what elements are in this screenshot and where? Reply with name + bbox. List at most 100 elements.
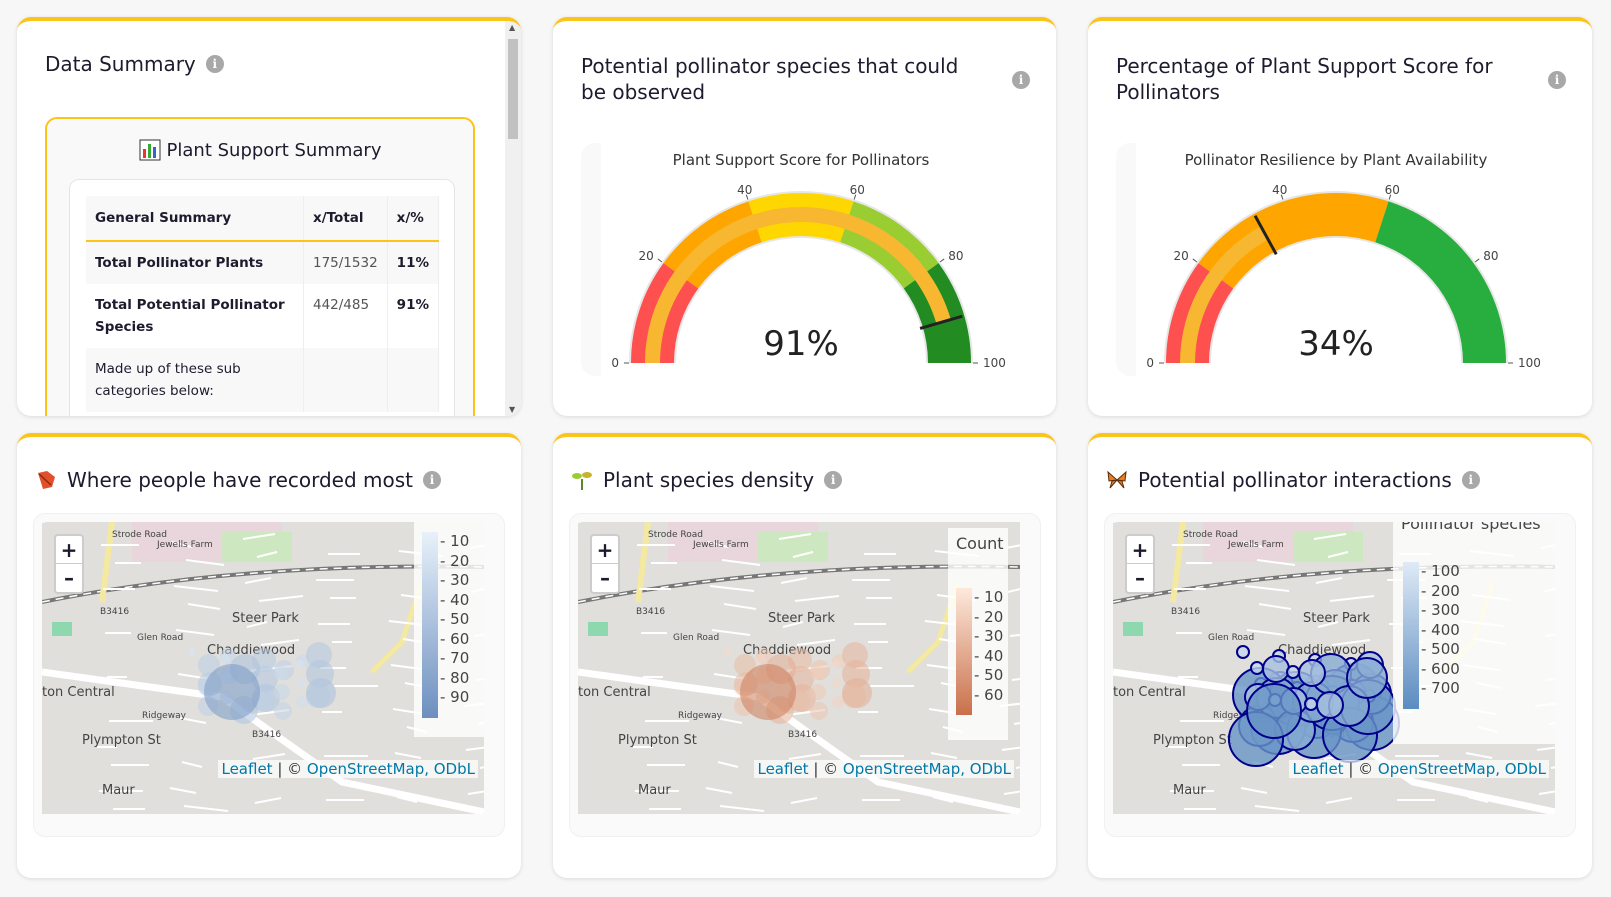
map-place-label: Steer Park: [768, 611, 835, 626]
info-icon[interactable]: i: [824, 471, 843, 489]
map-marker[interactable]: [296, 678, 306, 688]
map-marker[interactable]: [842, 684, 866, 708]
gauge-title: Pollinator Resilience by Plant Availabil…: [1185, 151, 1488, 169]
map-marker[interactable]: [842, 660, 870, 688]
legend-tick: - 10: [440, 532, 470, 550]
map-place-label: Strode Road: [112, 530, 167, 540]
tick-mark: [745, 194, 749, 200]
zoom-control: + –: [590, 534, 620, 594]
info-icon[interactable]: i: [1548, 71, 1566, 89]
zoom-in-button[interactable]: +: [56, 536, 82, 564]
map-marker[interactable]: [1246, 683, 1302, 739]
map-place-label: Plympton St: [1153, 733, 1232, 748]
gauge-threshold: [1253, 215, 1278, 256]
map[interactable]: Chaddiewood Steer Park ton Central Plympton…: [42, 522, 484, 814]
map-marker[interactable]: [1286, 665, 1300, 679]
legend-tick: - 700: [1421, 679, 1460, 697]
scrollbar[interactable]: ▲ ▼: [505, 21, 521, 416]
map-marker[interactable]: [296, 696, 308, 708]
gauge-value: 91%: [763, 324, 839, 364]
zoom-in-button[interactable]: +: [592, 536, 618, 564]
map-marker[interactable]: [296, 660, 304, 668]
map-place-label: Plympton St: [82, 733, 161, 748]
map-place-label: Strode Road: [648, 530, 703, 540]
map-marker[interactable]: [1236, 645, 1250, 659]
map-marker[interactable]: [274, 684, 290, 700]
zoom-out-button[interactable]: –: [64, 566, 74, 590]
row-pct: 11%: [387, 241, 440, 284]
osm-link[interactable]: OpenStreetMap, ODbL: [1377, 760, 1546, 778]
map-place-label: ton Central: [1113, 685, 1186, 700]
summary-table: General Summary x/Total x/% Total Pollinat…: [86, 196, 440, 412]
map-marker[interactable]: [810, 684, 826, 700]
zoom-in-button[interactable]: +: [1127, 536, 1153, 564]
legend-tick: - 600: [1421, 659, 1460, 678]
scrollbar-thumb[interactable]: [508, 39, 518, 139]
gauge-value: 34%: [1298, 324, 1374, 364]
map-marker[interactable]: [842, 642, 868, 668]
legend-tick: - 300: [1421, 601, 1460, 619]
leaflet-link[interactable]: Leaflet: [221, 760, 273, 778]
info-icon[interactable]: i: [423, 471, 442, 489]
tick-mark: [939, 258, 945, 263]
map[interactable]: Chaddiewood Steer Park ton Central Plympton…: [578, 522, 1020, 814]
map-marker[interactable]: [810, 666, 824, 680]
map-place-label: Chaddiewood: [1278, 643, 1366, 658]
map-marker[interactable]: [306, 660, 334, 688]
map-marker[interactable]: [724, 648, 732, 656]
map-marker[interactable]: [306, 642, 332, 668]
pollinator-species-card: Potential pollinator species that could …: [553, 17, 1056, 416]
map-marker[interactable]: [1262, 655, 1290, 683]
info-icon[interactable]: i: [1012, 71, 1030, 89]
info-icon[interactable]: i: [205, 55, 224, 73]
map-marker[interactable]: [1250, 661, 1264, 675]
map-marker[interactable]: [306, 684, 330, 708]
scroll-down-icon[interactable]: ▼: [509, 405, 516, 414]
map-place-label: Jewells Farm: [692, 540, 749, 550]
leaflet-link[interactable]: Leaflet: [757, 760, 809, 778]
map-marker[interactable]: [274, 702, 292, 720]
map-place-label: Glen Road: [673, 633, 719, 643]
card-title: Data Summary: [45, 52, 196, 76]
map-marker[interactable]: [832, 696, 844, 708]
info-icon[interactable]: i: [1461, 471, 1480, 489]
map-marker[interactable]: [1304, 697, 1318, 711]
map-marker[interactable]: [832, 678, 842, 688]
map-marker[interactable]: [810, 702, 828, 720]
gauge-value-bar: [1180, 226, 1269, 363]
map-marker[interactable]: [1316, 691, 1344, 719]
tick-label: 40: [737, 183, 752, 197]
osm-link[interactable]: OpenStreetMap, ODbL: [842, 760, 1011, 778]
leaf-icon: [38, 471, 55, 489]
map-marker[interactable]: [1298, 659, 1326, 687]
tick-label: 20: [1173, 249, 1188, 263]
legend-title: Count: [956, 534, 1004, 553]
zoom-out-button[interactable]: –: [1135, 566, 1145, 590]
sprout-icon: [572, 472, 592, 490]
zoom-out-button[interactable]: –: [600, 566, 610, 590]
osm-link[interactable]: OpenStreetMap, ODbL: [306, 760, 475, 778]
scroll-up-icon[interactable]: ▲: [509, 23, 516, 32]
map[interactable]: Chaddiewood Steer Park ton Central Plympton…: [1113, 522, 1555, 814]
map-marker[interactable]: [204, 664, 260, 720]
bar-chart-icon: [139, 139, 161, 161]
map-marker[interactable]: [756, 654, 766, 664]
plant-density-card: Plant species density i Chaddiewood Steer …: [553, 433, 1056, 878]
gauge-band: [1198, 193, 1389, 289]
map-marker[interactable]: [1346, 657, 1388, 699]
map-place-label: ton Central: [42, 685, 115, 700]
tick-mark: [1192, 258, 1198, 263]
leaflet-link[interactable]: Leaflet: [1292, 760, 1344, 778]
row-pct: 91%: [387, 284, 440, 348]
map-marker[interactable]: [832, 660, 840, 668]
col-header: x/%: [387, 196, 440, 242]
data-summary-title: Data Summary i: [45, 51, 224, 77]
map-marker[interactable]: [220, 654, 230, 664]
map-marker[interactable]: [274, 666, 288, 680]
map-marker[interactable]: [740, 664, 796, 720]
card-title: Potential pollinator interactions: [1138, 468, 1452, 492]
legend-colorbar: [1403, 562, 1419, 709]
attribution-separator: | ©: [272, 760, 307, 778]
map-legend: Pollinator species - 100- 200- 300- 400- …: [1393, 522, 1555, 744]
map-marker[interactable]: [188, 648, 196, 656]
